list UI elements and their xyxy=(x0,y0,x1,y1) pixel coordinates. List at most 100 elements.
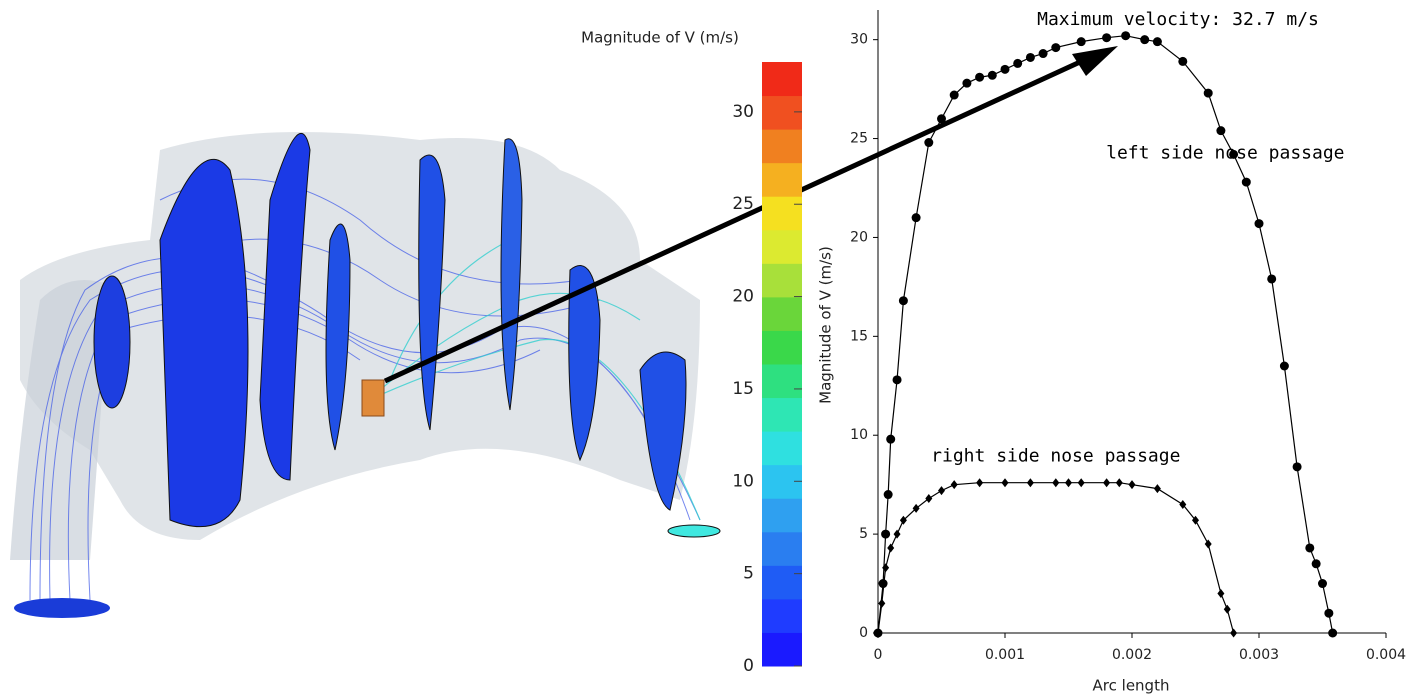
colorbar-tick-label: 0 xyxy=(743,656,754,676)
colorbar-band xyxy=(762,531,802,566)
point xyxy=(1241,177,1251,187)
x-axis-label: Arc length xyxy=(1093,677,1170,695)
point xyxy=(1121,31,1131,41)
colorbar-band xyxy=(762,565,802,600)
arrow-head xyxy=(1072,46,1118,76)
inlet xyxy=(14,598,110,618)
point xyxy=(1230,628,1238,638)
nose-passage xyxy=(361,379,385,417)
colorbar-tick-label: 10 xyxy=(732,471,754,491)
point xyxy=(924,138,934,148)
section xyxy=(325,223,351,451)
colorbar-tick-label: 5 xyxy=(743,564,754,584)
point xyxy=(911,213,921,223)
x-tick-label: 0.001 xyxy=(985,647,1025,663)
point xyxy=(1311,559,1321,569)
point xyxy=(892,375,902,385)
point xyxy=(1217,588,1225,598)
annotation: Maximum velocity: 32.7 m/s xyxy=(1037,9,1319,30)
colorbar-band xyxy=(762,95,802,130)
point xyxy=(878,598,886,608)
point xyxy=(893,529,901,539)
point xyxy=(1179,499,1187,509)
point xyxy=(886,434,896,444)
point xyxy=(1102,33,1112,43)
point xyxy=(1192,515,1199,525)
point xyxy=(1254,219,1264,229)
colorbar-band xyxy=(762,498,802,533)
point xyxy=(878,579,888,589)
point xyxy=(1292,462,1302,472)
series-label: left side nose passage xyxy=(1106,143,1344,164)
point xyxy=(950,480,958,490)
x-tick-label: 0 xyxy=(874,647,883,663)
x-tick-label: 0.003 xyxy=(1239,647,1279,663)
colorbar-band xyxy=(762,229,802,264)
point xyxy=(1267,274,1277,284)
x-tick-label: 0.004 xyxy=(1366,647,1406,663)
point xyxy=(1204,539,1212,549)
point xyxy=(1305,543,1315,553)
flow-render xyxy=(10,132,721,618)
x-tick-label: 0.002 xyxy=(1112,647,1152,663)
y-tick-label: 10 xyxy=(850,427,868,443)
y-tick-label: 30 xyxy=(850,32,868,48)
point xyxy=(1065,478,1072,488)
colorbar-band xyxy=(762,598,802,633)
outlet xyxy=(667,524,721,538)
point xyxy=(987,70,997,80)
y-tick-label: 0 xyxy=(859,625,868,641)
point xyxy=(899,515,907,525)
colorbar-band xyxy=(762,263,802,298)
colorbar-title: Magnitude of V (m/s) xyxy=(581,29,739,47)
section xyxy=(639,351,687,511)
point xyxy=(1140,35,1150,45)
y-tick-label: 15 xyxy=(850,328,868,344)
point xyxy=(1153,484,1161,494)
colorbar-band xyxy=(762,62,802,97)
point xyxy=(1216,126,1226,136)
colorbar-tick-label: 15 xyxy=(732,379,754,399)
section xyxy=(259,132,311,481)
point xyxy=(1001,478,1009,488)
point xyxy=(1229,149,1239,159)
point xyxy=(1103,478,1111,488)
point xyxy=(962,78,972,88)
point xyxy=(1178,56,1188,66)
series-line xyxy=(877,35,1334,634)
point xyxy=(1051,43,1061,53)
colorbar: Magnitude of V (m/s) 0 5 10 15 20 25 30 xyxy=(581,29,802,676)
colorbar-band xyxy=(762,129,802,164)
y-tick-label: 25 xyxy=(850,131,868,147)
section xyxy=(93,275,131,409)
y-axis-label: Magnitude of V (m/s) xyxy=(817,246,835,404)
point xyxy=(1115,478,1123,488)
series-label: right side nose passage xyxy=(931,446,1180,467)
point xyxy=(938,486,945,496)
point xyxy=(883,490,893,500)
colorbar-band xyxy=(762,431,802,466)
point xyxy=(937,114,946,124)
point xyxy=(887,543,895,553)
point xyxy=(1000,64,1010,74)
y-tick-label: 5 xyxy=(859,526,868,542)
point xyxy=(975,72,985,82)
point xyxy=(882,563,890,573)
point xyxy=(949,90,959,100)
line-chart: Maximum velocity: 32.7 m/s Magnitude of … xyxy=(817,9,1407,695)
point xyxy=(1328,628,1338,638)
y-tick-label: 20 xyxy=(850,229,868,245)
point xyxy=(1038,49,1048,59)
colorbar-band xyxy=(762,296,802,331)
point xyxy=(1203,88,1213,98)
section xyxy=(159,159,249,528)
pointer-arrow xyxy=(383,59,1082,384)
point xyxy=(1152,37,1162,47)
point xyxy=(1128,480,1136,490)
point xyxy=(912,503,920,513)
colorbar-tick-label: 20 xyxy=(732,287,754,307)
colorbar-band xyxy=(762,330,802,365)
point xyxy=(925,494,933,504)
point xyxy=(1052,478,1060,488)
